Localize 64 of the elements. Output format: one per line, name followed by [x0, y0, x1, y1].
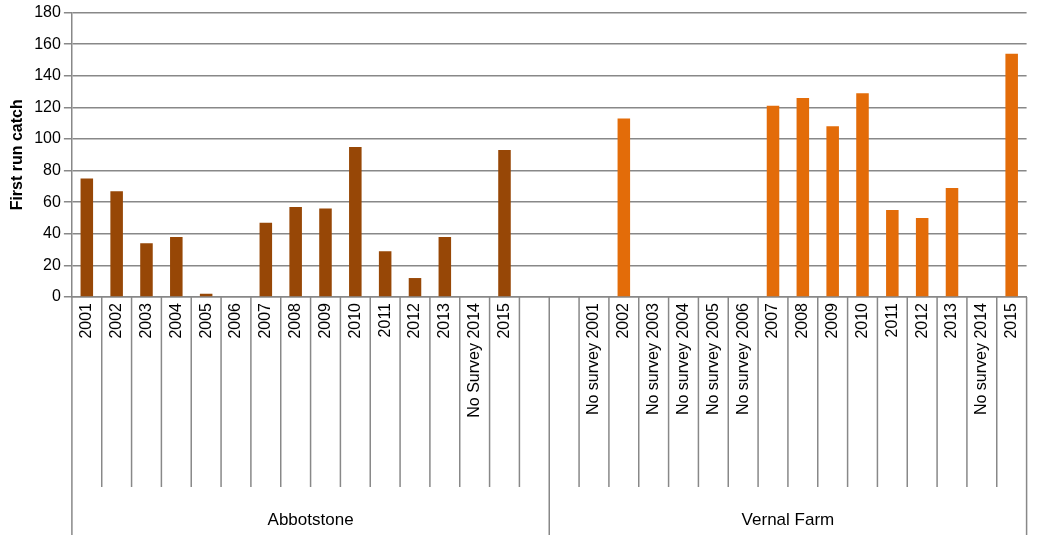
- y-tick-label: 20: [43, 255, 61, 273]
- x-tick-label: 2015: [494, 302, 512, 339]
- x-tick-label: 2006: [226, 302, 244, 339]
- bar: [796, 97, 810, 297]
- x-tick-label: No survey 2003: [644, 302, 662, 416]
- x-tick-label: 2001: [77, 302, 95, 339]
- bar: [289, 206, 302, 297]
- bar: [140, 243, 153, 297]
- bar: [886, 210, 899, 297]
- bar: [80, 178, 94, 297]
- x-tick-label: 2012: [912, 302, 930, 339]
- x-tick-label: 2004: [166, 302, 184, 339]
- x-tick-label: No survey 2006: [733, 302, 751, 416]
- bar: [378, 251, 392, 297]
- y-tick-label: 160: [34, 34, 61, 52]
- x-tick-label: 2009: [823, 302, 841, 339]
- x-tick-label: 2010: [345, 302, 363, 339]
- y-tick-label: 80: [43, 161, 61, 179]
- bar: [856, 93, 869, 297]
- y-tick-label: 180: [34, 3, 61, 21]
- x-tick-label: No Survey 2014: [465, 302, 483, 418]
- bar: [915, 218, 929, 297]
- bar: [766, 105, 780, 297]
- bar: [110, 191, 123, 297]
- x-tick-label: 2009: [315, 302, 333, 339]
- x-tick-label: 2013: [942, 302, 960, 339]
- bar: [498, 150, 511, 297]
- x-tick-label: No survey 2005: [703, 302, 721, 416]
- y-tick-label: 60: [43, 192, 61, 210]
- bar: [319, 208, 332, 297]
- x-tick-label: 2012: [405, 302, 423, 339]
- x-tick-label: 2007: [256, 302, 274, 339]
- x-tick-label: No survey 2001: [584, 302, 602, 416]
- bar: [408, 278, 422, 297]
- x-tick-label: 2002: [614, 302, 632, 339]
- x-tick-label: 2003: [136, 302, 154, 339]
- x-tick-label: No survey 2014: [972, 302, 990, 416]
- x-tick-label: 2013: [435, 302, 453, 339]
- y-tick-label: 0: [51, 287, 61, 305]
- x-tick-label: 2008: [793, 302, 811, 339]
- x-tick-label: 2002: [107, 302, 125, 339]
- y-tick-label: 140: [34, 66, 61, 84]
- x-tick-label: 2011: [375, 302, 393, 338]
- x-tick-label: 2011: [882, 302, 900, 338]
- bar: [170, 236, 183, 297]
- bar: [438, 236, 452, 297]
- y-tick-label: 40: [43, 224, 61, 242]
- x-tick-label: No survey 2004: [673, 302, 691, 416]
- x-tick-label: 2010: [852, 302, 870, 339]
- y-tick-label: 100: [34, 129, 61, 147]
- text: Abbotstone: [267, 509, 354, 529]
- x-tick-label: 2005: [196, 302, 214, 339]
- y-axis-title: First run catch: [8, 99, 26, 211]
- x-tick-label: 2007: [763, 302, 781, 339]
- bar: [826, 126, 839, 297]
- text: Vernal Farm: [741, 509, 835, 529]
- x-tick-label: 2008: [286, 302, 304, 339]
- bar: [617, 118, 631, 297]
- bar: [945, 187, 959, 297]
- bar: [259, 222, 273, 297]
- bar: [349, 146, 362, 297]
- x-tick-label: 2015: [1002, 302, 1020, 339]
- y-tick-label: 120: [34, 97, 61, 115]
- bar: [1005, 53, 1018, 297]
